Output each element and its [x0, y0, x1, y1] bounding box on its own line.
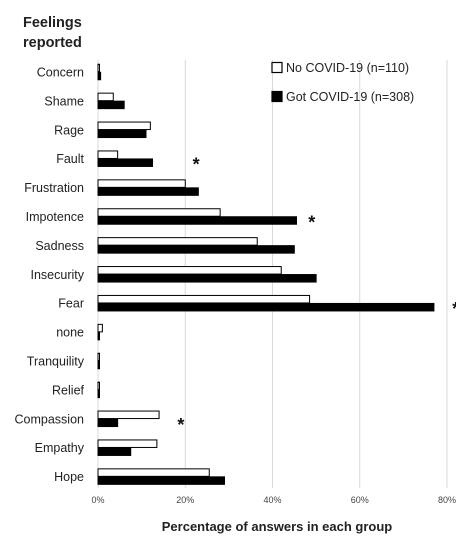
- category-label: Fear: [58, 297, 84, 311]
- category-label: Frustration: [24, 181, 84, 195]
- bar-got-covid: [97, 100, 125, 110]
- x-tick-label: 60%: [351, 495, 369, 505]
- bar-got-covid: [97, 476, 226, 485]
- category-label: Impotence: [26, 210, 84, 224]
- bar-no-covid: [97, 468, 210, 477]
- bar-got-covid: [97, 187, 199, 196]
- bar-no-covid: [97, 294, 311, 304]
- category-label: Relief: [52, 383, 84, 397]
- bar-no-covid: [97, 381, 100, 391]
- category-label: Empathy: [35, 441, 85, 455]
- category-label: Concern: [37, 66, 84, 80]
- category-label: Fault: [56, 152, 84, 166]
- bar-no-covid: [97, 63, 100, 73]
- legend-swatch: [271, 61, 283, 74]
- bar-got-covid: [97, 274, 317, 283]
- bar-no-covid: [97, 150, 119, 159]
- bar-got-covid: [97, 216, 297, 225]
- bar-got-covid: [97, 71, 102, 81]
- significance-marker: *: [452, 299, 456, 319]
- bar-got-covid: [97, 302, 435, 312]
- bar-no-covid: [97, 439, 158, 448]
- bar-got-covid: [97, 158, 154, 167]
- category-label: Compassion: [15, 412, 85, 426]
- category-label: Rage: [54, 123, 84, 137]
- significance-marker: *: [193, 155, 200, 175]
- significance-marker: *: [177, 415, 184, 435]
- category-label: Tranquility: [27, 355, 85, 369]
- category-axis-title-line2: reported: [23, 35, 82, 51]
- legend: No COVID-19 (n=110) Got COVID-19 (n=308): [271, 61, 414, 104]
- category-label: none: [56, 326, 84, 340]
- bar-no-covid: [97, 323, 103, 333]
- category-label: Shame: [44, 94, 84, 108]
- bar-no-covid: [97, 266, 282, 275]
- tick-labels: 0% 20% 40% 60% 80%: [91, 495, 456, 505]
- legend-entry: Got COVID-19 (n=308): [286, 90, 414, 104]
- legend-swatch: [271, 90, 283, 103]
- bar-got-covid: [97, 447, 132, 456]
- x-tick-label: 20%: [176, 495, 194, 505]
- category-label: Sadness: [35, 239, 84, 253]
- significance-markers: * * * *: [177, 155, 456, 435]
- bar-no-covid: [97, 121, 151, 131]
- x-tick-label: 40%: [263, 495, 281, 505]
- x-axis-title: Percentage of answers in each group: [162, 519, 393, 534]
- bar-no-covid: [97, 352, 100, 362]
- legend-entry: No COVID-19 (n=110): [286, 61, 409, 75]
- bar-got-covid: [97, 389, 100, 399]
- category-labels: Concern Shame Rage Fault Frustration Impotenc…: [15, 66, 85, 485]
- significance-marker: *: [308, 213, 315, 233]
- category-label: Insecurity: [31, 268, 85, 282]
- x-tick-label: 80%: [438, 495, 456, 505]
- category-axis-title-line1: Feelings: [23, 15, 82, 31]
- bar-no-covid: [97, 92, 114, 102]
- bar-got-covid: [97, 129, 147, 139]
- bar-no-covid: [97, 208, 221, 217]
- bar-got-covid: [97, 331, 100, 341]
- bar-no-covid: [97, 237, 258, 246]
- bar-got-covid: [97, 418, 119, 428]
- category-label: Hope: [54, 470, 84, 484]
- bar-no-covid: [97, 410, 160, 420]
- bars: [97, 63, 435, 485]
- bar-got-covid: [97, 245, 295, 254]
- x-tick-label: 0%: [91, 495, 104, 505]
- bar-got-covid: [97, 360, 100, 370]
- bar-no-covid: [97, 179, 186, 188]
